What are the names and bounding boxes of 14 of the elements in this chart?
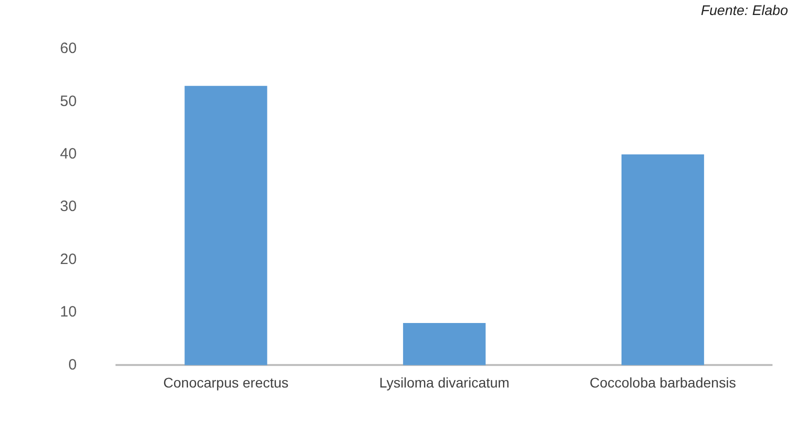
y-tick-label: 0	[68, 356, 77, 374]
x-tick-label: Conocarpus erectus	[163, 374, 289, 390]
y-tick-label: 50	[60, 92, 77, 110]
bar	[184, 86, 268, 366]
bar	[621, 154, 704, 366]
y-tick-label: 30	[60, 198, 77, 216]
y-tick-label: 10	[60, 304, 77, 321]
x-tick-label: Lysiloma divaricatum	[379, 374, 510, 390]
y-tick-label: 20	[60, 250, 77, 268]
source-note: Fuente: Elabo	[700, 2, 788, 18]
bar	[403, 323, 486, 366]
y-tick-label: 40	[60, 146, 77, 163]
y-tick-label: 60	[60, 40, 77, 58]
x-tick-label: Coccoloba barbadensis	[590, 374, 736, 390]
